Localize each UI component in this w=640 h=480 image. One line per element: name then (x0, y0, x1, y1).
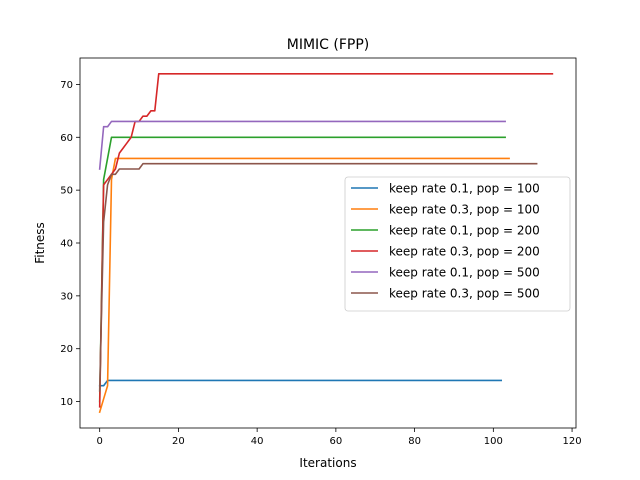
x-tick-label: 40 (251, 436, 264, 447)
y-tick-label: 20 (60, 344, 73, 355)
y-tick-label: 60 (60, 133, 73, 144)
x-tick-label: 120 (563, 436, 582, 447)
y-tick-label: 40 (60, 239, 73, 250)
legend-label-6: keep rate 0.3, pop = 500 (389, 287, 540, 301)
plot-lines (98, 73, 554, 414)
series-line-2 (98, 157, 510, 414)
y-axis-label: Fitness (33, 222, 47, 264)
legend-label-4: keep rate 0.3, pop = 200 (389, 245, 540, 259)
x-tick-label: 0 (96, 436, 102, 447)
legend-label-5: keep rate 0.1, pop = 500 (389, 266, 540, 280)
y-tick-label: 30 (60, 291, 73, 302)
legend-label-2: keep rate 0.3, pop = 100 (389, 203, 540, 217)
y-tick-label: 70 (60, 80, 73, 91)
legend: keep rate 0.1, pop = 100 keep rate 0.3, p… (344, 176, 571, 312)
chart-title: MIMIC (FPP) (287, 37, 370, 53)
series-line-5 (98, 120, 506, 170)
x-tick-label: 80 (408, 436, 421, 447)
x-tick-label: 60 (330, 436, 343, 447)
legend-box (344, 176, 571, 312)
y-tick-label: 50 (60, 186, 73, 197)
x-tick-label: 100 (484, 436, 503, 447)
legend-label-3: keep rate 0.1, pop = 200 (389, 224, 540, 238)
x-axis-ticks: 0 20 40 60 80 100 120 (96, 428, 582, 447)
x-tick-label: 20 (172, 436, 185, 447)
series-line-6 (98, 162, 538, 392)
y-tick-label: 10 (60, 397, 73, 408)
legend-label-1: keep rate 0.1, pop = 100 (389, 182, 540, 196)
y-axis-ticks: 10 20 30 40 50 60 70 (60, 80, 80, 408)
x-axis-label: Iterations (299, 456, 356, 470)
